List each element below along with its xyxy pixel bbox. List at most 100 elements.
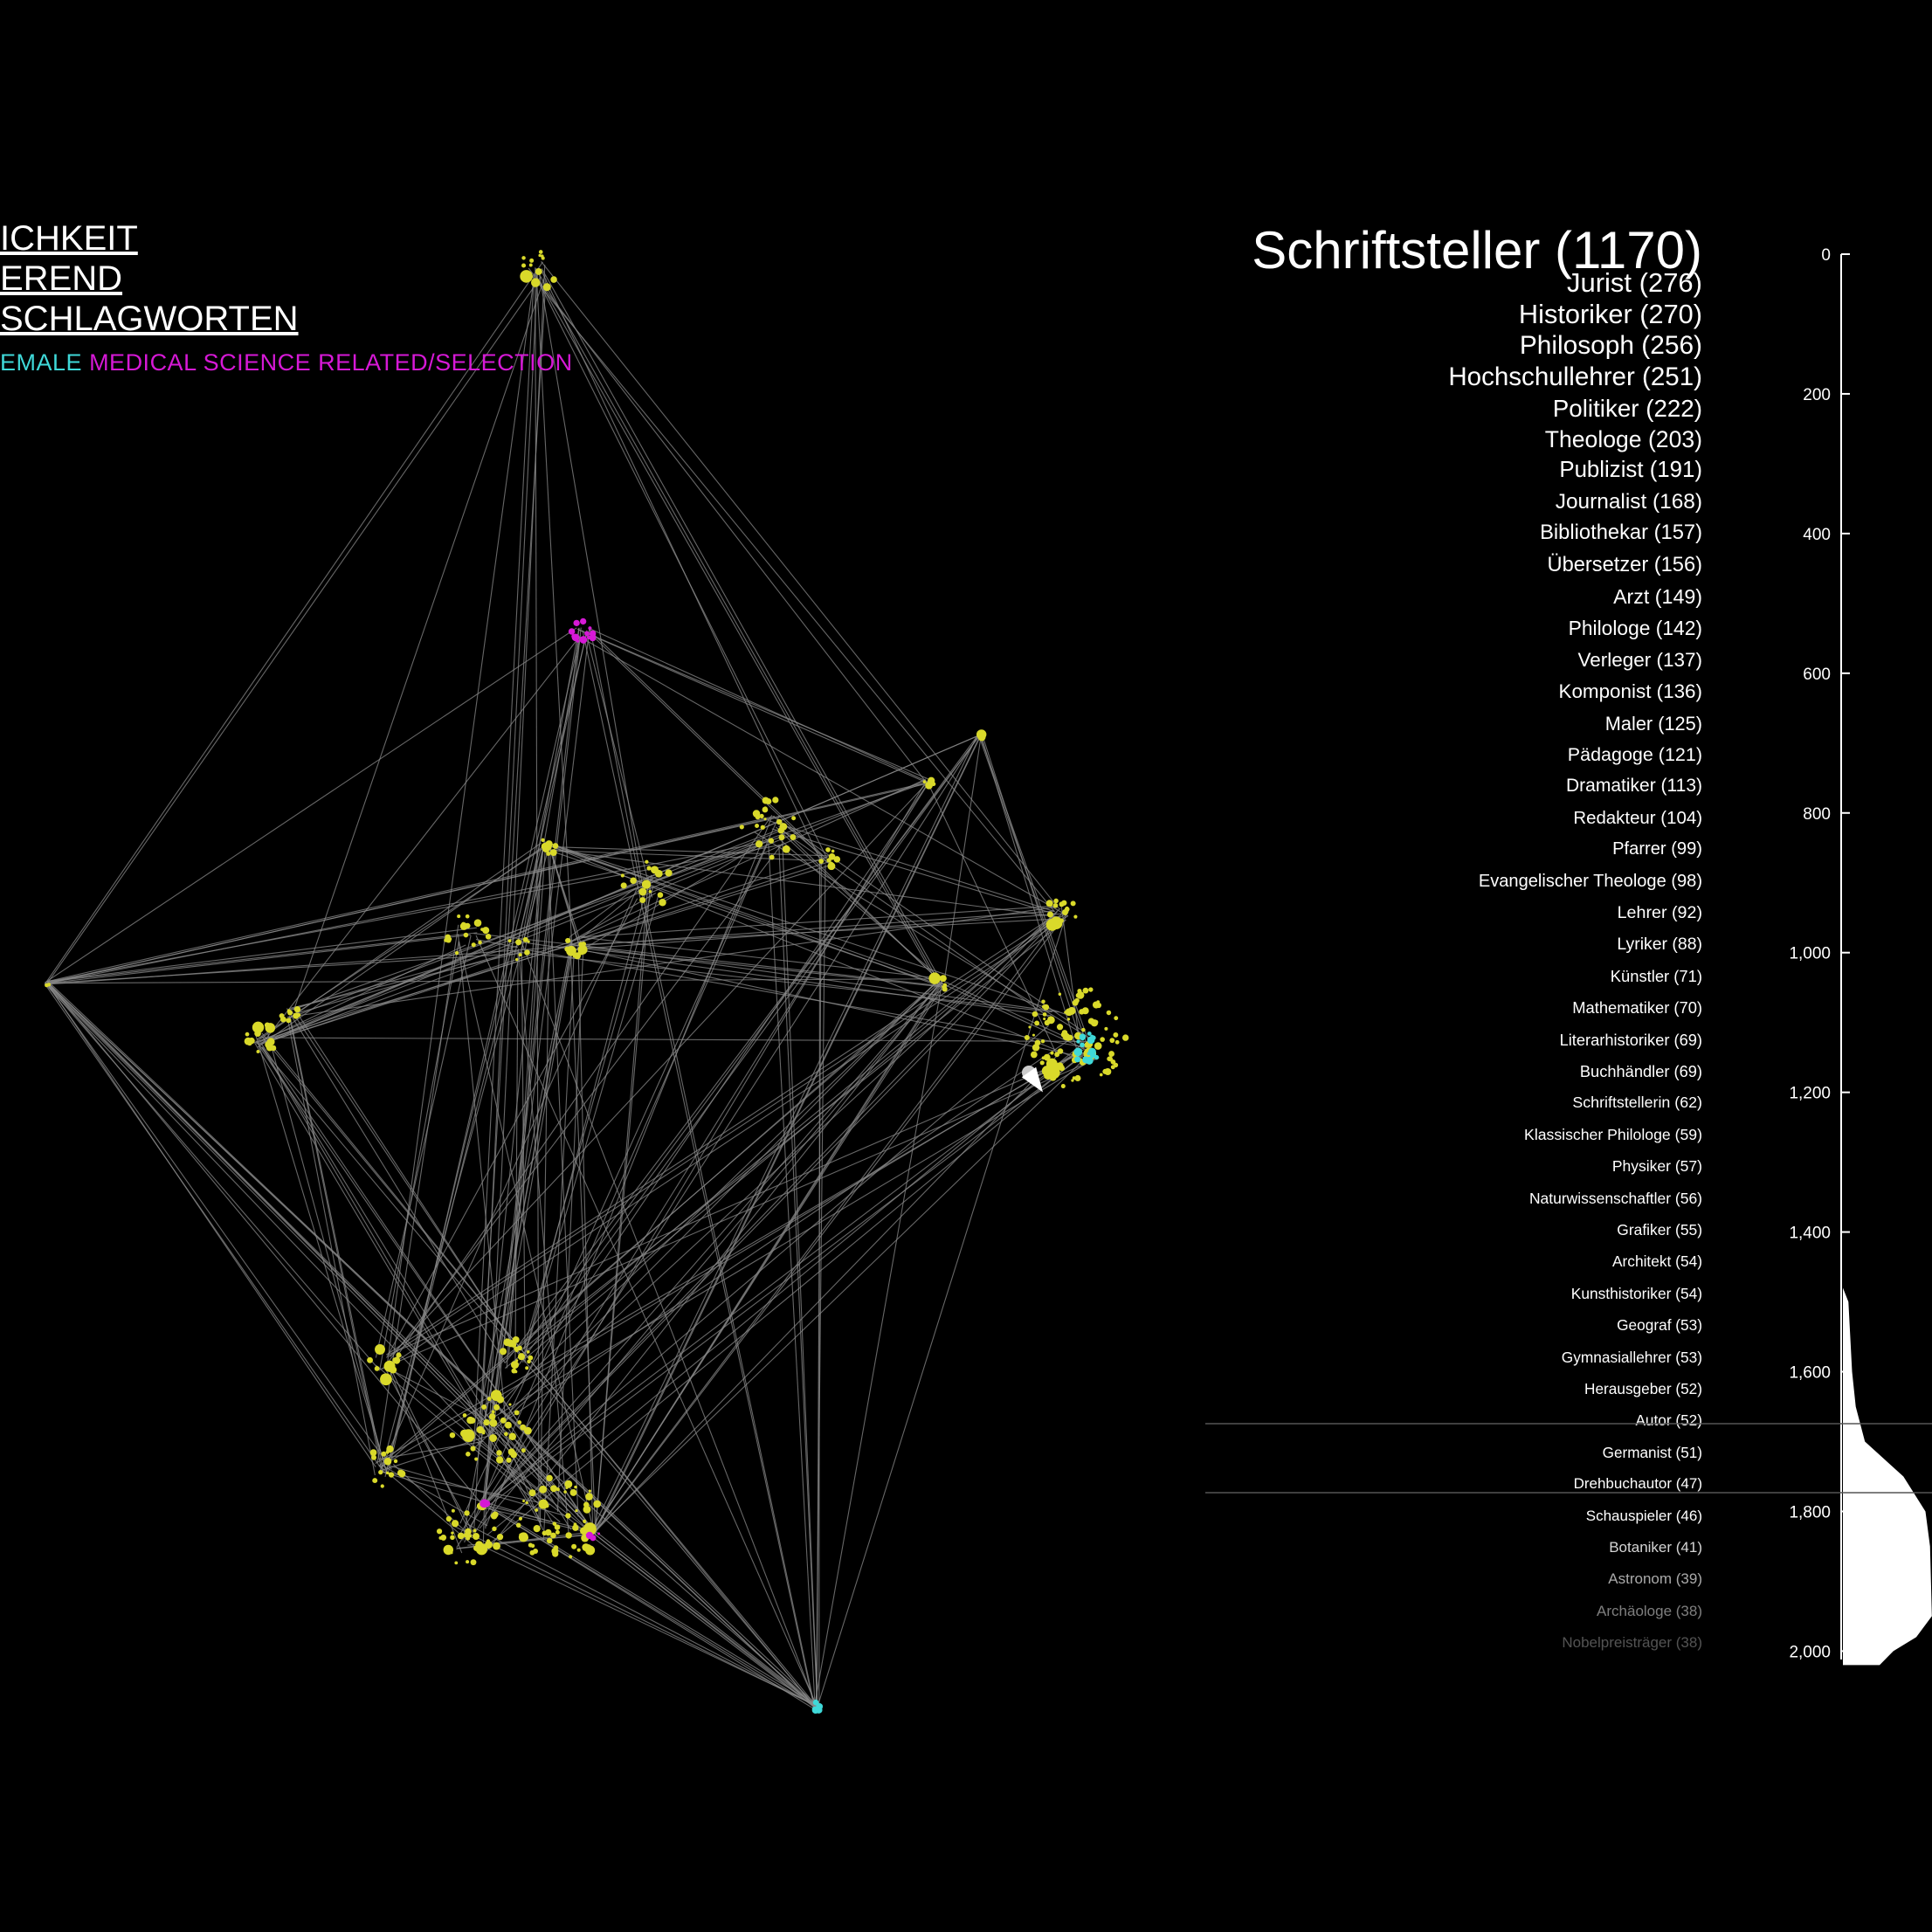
graph-node[interactable]: [550, 1532, 556, 1539]
graph-node[interactable]: [1099, 1073, 1103, 1077]
graph-node[interactable]: [1094, 1042, 1102, 1050]
graph-node[interactable]: [490, 1390, 502, 1401]
graph-node[interactable]: [1041, 1004, 1046, 1009]
graph-node[interactable]: [812, 1699, 819, 1706]
graph-node[interactable]: [1043, 1017, 1046, 1021]
graph-node[interactable]: [1066, 1034, 1073, 1041]
graph-node[interactable]: [514, 957, 519, 962]
graph-node[interactable]: [1087, 1052, 1091, 1056]
graph-node[interactable]: [566, 945, 576, 956]
graph-node[interactable]: [1073, 914, 1078, 919]
graph-node[interactable]: [530, 278, 541, 287]
graph-node[interactable]: [529, 258, 535, 263]
graph-node[interactable]: [472, 1532, 480, 1540]
graph-node[interactable]: [1107, 1056, 1112, 1061]
graph-node[interactable]: [1045, 1058, 1058, 1070]
graph-node[interactable]: [496, 1456, 504, 1464]
graph-node[interactable]: [518, 953, 522, 957]
term-item[interactable]: Drehbuchautor (47): [1573, 1475, 1702, 1493]
graph-node[interactable]: [1114, 1039, 1120, 1045]
graph-node[interactable]: [500, 1417, 507, 1424]
graph-node[interactable]: [510, 1342, 517, 1348]
graph-node[interactable]: [464, 1510, 470, 1516]
graph-node[interactable]: [378, 1470, 383, 1475]
graph-node[interactable]: [471, 942, 476, 948]
graph-node[interactable]: [540, 254, 544, 259]
graph-node[interactable]: [1094, 1054, 1100, 1060]
graph-node[interactable]: [517, 1345, 522, 1351]
graph-node[interactable]: [1058, 992, 1062, 996]
graph-node[interactable]: [535, 268, 542, 275]
graph-node[interactable]: [1059, 918, 1064, 923]
graph-node[interactable]: [569, 1488, 577, 1496]
graph-node[interactable]: [474, 1457, 479, 1461]
term-item[interactable]: Astronom (39): [1608, 1570, 1702, 1588]
term-item[interactable]: Botaniker (41): [1609, 1539, 1702, 1556]
graph-node[interactable]: [1113, 1062, 1119, 1068]
term-item[interactable]: Lyriker (88): [1617, 935, 1702, 955]
term-item[interactable]: Architekt (54): [1611, 1252, 1702, 1271]
graph-node[interactable]: [1113, 1032, 1119, 1038]
term-item[interactable]: Kunsthistoriker (54): [1570, 1284, 1702, 1302]
graph-node[interactable]: [584, 631, 590, 637]
graph-node[interactable]: [1096, 1000, 1101, 1004]
graph-node[interactable]: [392, 1357, 397, 1363]
graph-node[interactable]: [528, 263, 533, 267]
graph-node[interactable]: [542, 845, 550, 853]
graph-node[interactable]: [659, 899, 666, 907]
term-item[interactable]: Evangelischer Theologe (98): [1478, 871, 1702, 891]
graph-node[interactable]: [388, 1362, 392, 1366]
graph-node[interactable]: [374, 1365, 380, 1371]
graph-node[interactable]: [480, 1545, 487, 1554]
graph-node[interactable]: [620, 873, 624, 878]
graph-node[interactable]: [778, 834, 785, 841]
graph-node[interactable]: [503, 1338, 512, 1347]
graph-node[interactable]: [369, 1449, 377, 1457]
graph-node[interactable]: [375, 1344, 385, 1355]
graph-node[interactable]: [588, 626, 592, 631]
term-item[interactable]: Archäologe (38): [1597, 1602, 1702, 1619]
graph-node[interactable]: [466, 1430, 474, 1438]
graph-node[interactable]: [478, 940, 482, 945]
term-item[interactable]: Pädagoge (121): [1567, 744, 1702, 765]
graph-node[interactable]: [1074, 1035, 1079, 1038]
graph-node[interactable]: [646, 866, 652, 871]
graph-node[interactable]: [1067, 1006, 1076, 1015]
graph-node[interactable]: [550, 276, 557, 283]
graph-node[interactable]: [451, 1508, 455, 1513]
graph-node[interactable]: [1053, 898, 1059, 904]
term-item[interactable]: Dramatiker (113): [1566, 776, 1702, 797]
graph-node[interactable]: [481, 1430, 486, 1434]
graph-node[interactable]: [397, 1469, 404, 1477]
graph-node[interactable]: [553, 1545, 559, 1550]
graph-node[interactable]: [462, 1413, 467, 1418]
graph-node[interactable]: [266, 1023, 273, 1030]
graph-node[interactable]: [762, 806, 769, 813]
graph-node[interactable]: [510, 1361, 519, 1370]
graph-node[interactable]: [825, 847, 831, 852]
graph-node[interactable]: [546, 851, 551, 856]
graph-node[interactable]: [270, 1045, 277, 1052]
graph-node[interactable]: [450, 1535, 455, 1541]
term-item[interactable]: Bibliothekar (157): [1540, 521, 1702, 545]
term-item[interactable]: Künstler (71): [1610, 966, 1702, 985]
graph-node[interactable]: [826, 858, 831, 863]
graph-node[interactable]: [492, 1511, 499, 1518]
graph-node[interactable]: [1041, 999, 1045, 1004]
graph-node[interactable]: [1062, 908, 1068, 915]
graph-node[interactable]: [597, 1532, 601, 1535]
graph-node[interactable]: [506, 1457, 512, 1463]
graph-node[interactable]: [977, 733, 986, 742]
graph-node[interactable]: [791, 816, 797, 821]
graph-node[interactable]: [515, 1522, 521, 1528]
graph-node[interactable]: [293, 1012, 300, 1019]
graph-node[interactable]: [528, 1355, 534, 1361]
term-item[interactable]: Gymnasiallehrer (53): [1561, 1348, 1702, 1366]
graph-node[interactable]: [1091, 1035, 1096, 1040]
graph-node[interactable]: [1040, 1038, 1045, 1044]
graph-node[interactable]: [504, 1432, 508, 1437]
graph-node[interactable]: [641, 880, 652, 889]
graph-node[interactable]: [507, 939, 512, 943]
term-item[interactable]: Klassischer Philologe (59): [1524, 1125, 1702, 1143]
term-item[interactable]: Geograf (53): [1617, 1316, 1702, 1335]
